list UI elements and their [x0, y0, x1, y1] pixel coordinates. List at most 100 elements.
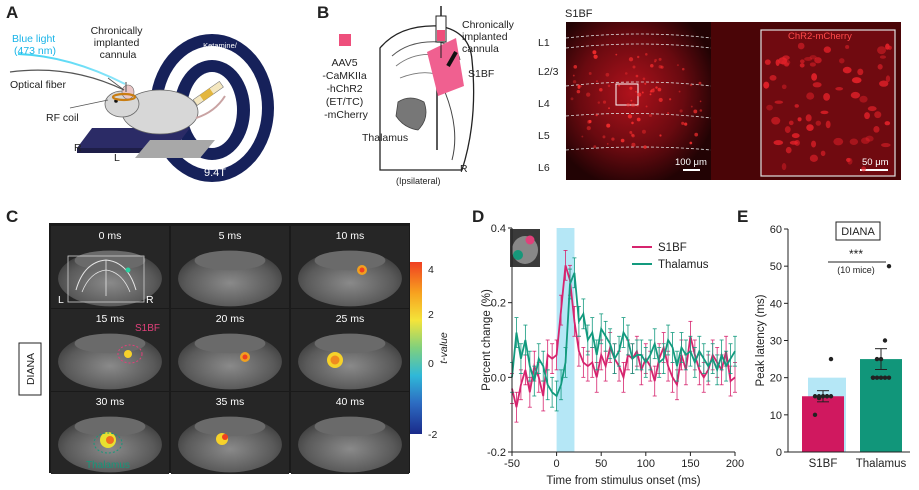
- data-point: [882, 375, 888, 380]
- cell-body: [839, 58, 845, 64]
- cell-body: [693, 109, 698, 114]
- data-point: [886, 263, 892, 269]
- cell-body: [879, 80, 889, 87]
- frame-time-label: 0 ms: [99, 230, 122, 242]
- cell-body: [865, 135, 874, 142]
- cell-body: [593, 145, 597, 149]
- cell-body: [658, 97, 663, 102]
- cell-body: [626, 103, 630, 107]
- cell-body: [681, 121, 685, 125]
- cell-body: [595, 114, 598, 117]
- cell-body: [602, 100, 607, 104]
- cell-body: [698, 81, 702, 85]
- cell-body: [788, 120, 794, 126]
- animal-bed: [77, 128, 215, 158]
- activation-spots: [100, 265, 367, 448]
- cell-body: [699, 109, 703, 112]
- frame-time-label: 10 ms: [336, 230, 365, 242]
- cell-body: [629, 86, 633, 90]
- cell-body: [586, 92, 591, 97]
- cell-body: [572, 80, 577, 84]
- legend-entry: Thalamus: [658, 259, 709, 271]
- cell-body: [833, 137, 844, 146]
- brain-slice-top: [314, 416, 386, 437]
- cell-body: [630, 99, 633, 102]
- optical-fiber-line: [9, 69, 125, 91]
- cell-body: [631, 103, 636, 108]
- cell-body: [645, 53, 648, 56]
- micrograph-left: [565, 22, 712, 180]
- y-tick-label: 20: [770, 373, 782, 385]
- bar-s1bf: [802, 396, 844, 452]
- brain-slice-top: [74, 333, 146, 354]
- cell-body: [635, 74, 639, 78]
- data-point: [824, 394, 830, 399]
- cell-body: [789, 140, 798, 145]
- cell-body: [669, 98, 672, 101]
- cell-body: [877, 46, 887, 55]
- data-point: [878, 356, 884, 362]
- cortical-layers: L1 L2/3 L4 L5 L6: [538, 37, 559, 174]
- cell-body: [602, 135, 606, 139]
- micrograph-right: [711, 22, 901, 180]
- micrograph-title: S1BF: [565, 8, 593, 20]
- cell-body: [877, 64, 883, 70]
- cell-body: [596, 80, 598, 83]
- cell-body: [849, 138, 859, 145]
- cell-body: [885, 75, 891, 83]
- cell-body: [781, 59, 791, 66]
- cell-body: [666, 112, 670, 115]
- cell-body: [845, 45, 850, 49]
- direction-l-label: L: [114, 152, 120, 164]
- atlas-l-label: L: [58, 294, 64, 306]
- cell-body: [850, 91, 861, 99]
- cell-body: [659, 134, 662, 137]
- layer-label: L4: [538, 98, 550, 110]
- x-tick-label: 0: [554, 458, 560, 470]
- x-tick-label: 150: [681, 458, 699, 470]
- y-axis-title: Peak latency (ms): [755, 294, 767, 386]
- scale-bar-right-label: 50 μm: [862, 157, 889, 168]
- cannula-label-b: Chronically implanted cannula: [462, 19, 517, 55]
- cell-body: [805, 114, 812, 122]
- colorbar-title: t-value: [438, 332, 450, 364]
- data-point: [828, 356, 834, 362]
- method-label-c: DIANA: [25, 353, 37, 385]
- cell-body: [847, 157, 853, 165]
- colorbar-tick: -2: [428, 429, 437, 441]
- panel-e-label: E: [737, 207, 748, 226]
- atlas-overlay: [67, 255, 145, 303]
- legend-entry: S1BF: [658, 242, 687, 254]
- cell-body: [630, 133, 634, 137]
- data-point: [886, 375, 892, 380]
- cell-body: [581, 135, 584, 138]
- colorbar-tick: 4: [428, 264, 434, 276]
- cell-body: [846, 157, 851, 162]
- colorbar-tick: 0: [428, 358, 434, 370]
- data-point: [820, 394, 826, 399]
- cell-body: [608, 107, 611, 110]
- colorbar: [410, 262, 422, 434]
- cell-body: [861, 137, 870, 144]
- cell-body: [804, 57, 813, 61]
- y-tick-label: 10: [770, 410, 782, 422]
- brain-slice-top: [74, 416, 146, 437]
- optical-fiber-label: Optical fiber: [10, 79, 67, 91]
- cell-body: [809, 154, 818, 163]
- data-point: [882, 338, 888, 343]
- rf-coil-pointer: [69, 99, 109, 109]
- method-label-e: DIANA: [841, 226, 875, 238]
- panel-d: D -50 0 50 100 150 200 -0.2 0.0 0.2 0.4 Time from …: [472, 207, 744, 487]
- y-tick-label: 0: [776, 447, 782, 459]
- cell-body: [811, 73, 818, 81]
- cell-body: [799, 63, 805, 68]
- cell-body: [637, 55, 640, 59]
- brain-slice-top: [194, 416, 266, 437]
- cell-body: [785, 146, 792, 154]
- y-tick-label: 40: [770, 298, 782, 310]
- cell-body: [815, 120, 822, 126]
- cell-body: [641, 91, 644, 94]
- cell-body: [791, 133, 800, 139]
- layer-label: L1: [538, 37, 550, 49]
- y-axis-title: Percent change (%): [481, 289, 493, 391]
